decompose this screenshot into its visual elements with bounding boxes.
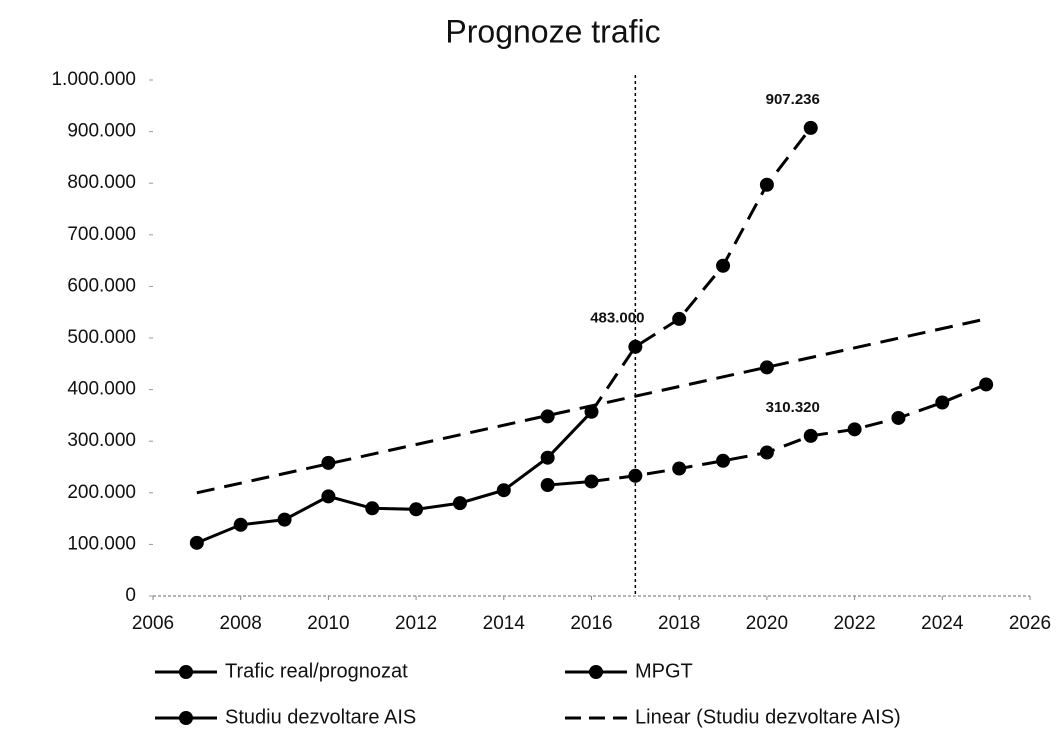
y-tick-label: 400.000 (67, 379, 136, 400)
data-point (759, 177, 774, 192)
y-tick-label: 300.000 (67, 430, 136, 451)
x-tick-label: 2010 (307, 613, 349, 634)
data-point (365, 501, 380, 516)
data-point (935, 395, 950, 410)
x-tick-label: 2022 (833, 613, 875, 634)
data-point (803, 120, 818, 135)
data-point (277, 512, 292, 527)
series-line (196, 317, 987, 495)
data-point (321, 455, 336, 470)
legend-marker (179, 665, 193, 679)
data-point (979, 377, 994, 392)
y-tick-label: 1.000.000 (51, 69, 136, 90)
y-tick-label: 100.000 (67, 533, 136, 554)
chart-title: Prognoze trafic (445, 13, 660, 49)
data-point (540, 478, 555, 493)
legend-label: Studiu dezvoltare AIS (225, 706, 416, 728)
series-line (547, 479, 592, 487)
data-point (803, 428, 818, 443)
x-tick-label: 2018 (658, 613, 700, 634)
data-point (189, 535, 204, 550)
data-point (496, 483, 511, 498)
data-point (891, 410, 906, 425)
data-label: 483.000 (590, 310, 644, 327)
data-label: 907.236 (766, 91, 820, 108)
data-point (409, 502, 424, 517)
x-tick-label: 2026 (1009, 613, 1051, 634)
series-line (590, 126, 812, 413)
data-point (540, 450, 555, 465)
x-tick-label: 2006 (132, 613, 174, 634)
y-tick-label: 700.000 (67, 224, 136, 245)
y-tick-label: 200.000 (67, 482, 136, 503)
data-label: 310.320 (766, 399, 820, 416)
data-point (452, 496, 467, 511)
data-point (759, 360, 774, 375)
series-line (591, 383, 987, 483)
x-tick-label: 2020 (746, 613, 788, 634)
x-tick-label: 2016 (570, 613, 612, 634)
legend-marker (179, 711, 193, 725)
y-tick-label: 900.000 (67, 121, 136, 142)
data-point (584, 404, 599, 419)
data-point (672, 311, 687, 326)
data-point (716, 258, 731, 273)
series-line (196, 410, 593, 545)
data-point (233, 517, 248, 532)
legend-label: Trafic real/prognozat (225, 660, 408, 682)
data-point (540, 409, 555, 424)
data-point (716, 453, 731, 468)
data-point (584, 474, 599, 489)
y-tick-label: 800.000 (67, 172, 136, 193)
data-point (628, 468, 643, 483)
data-point (759, 445, 774, 460)
legend-label: MPGT (635, 660, 693, 682)
data-point (321, 489, 336, 504)
legend-label: Linear (Studiu dezvoltare AIS) (635, 706, 901, 728)
x-tick-label: 2024 (921, 613, 964, 634)
x-tick-label: 2008 (220, 613, 262, 634)
y-tick-label: 500.000 (67, 327, 136, 348)
x-tick-label: 2012 (395, 613, 437, 634)
data-point (672, 461, 687, 476)
legend-marker (589, 665, 603, 679)
y-tick-label: 0 (125, 585, 136, 606)
y-tick-label: 600.000 (67, 275, 136, 296)
x-tick-label: 2014 (483, 613, 526, 634)
data-point (847, 422, 862, 437)
data-point (628, 339, 643, 354)
